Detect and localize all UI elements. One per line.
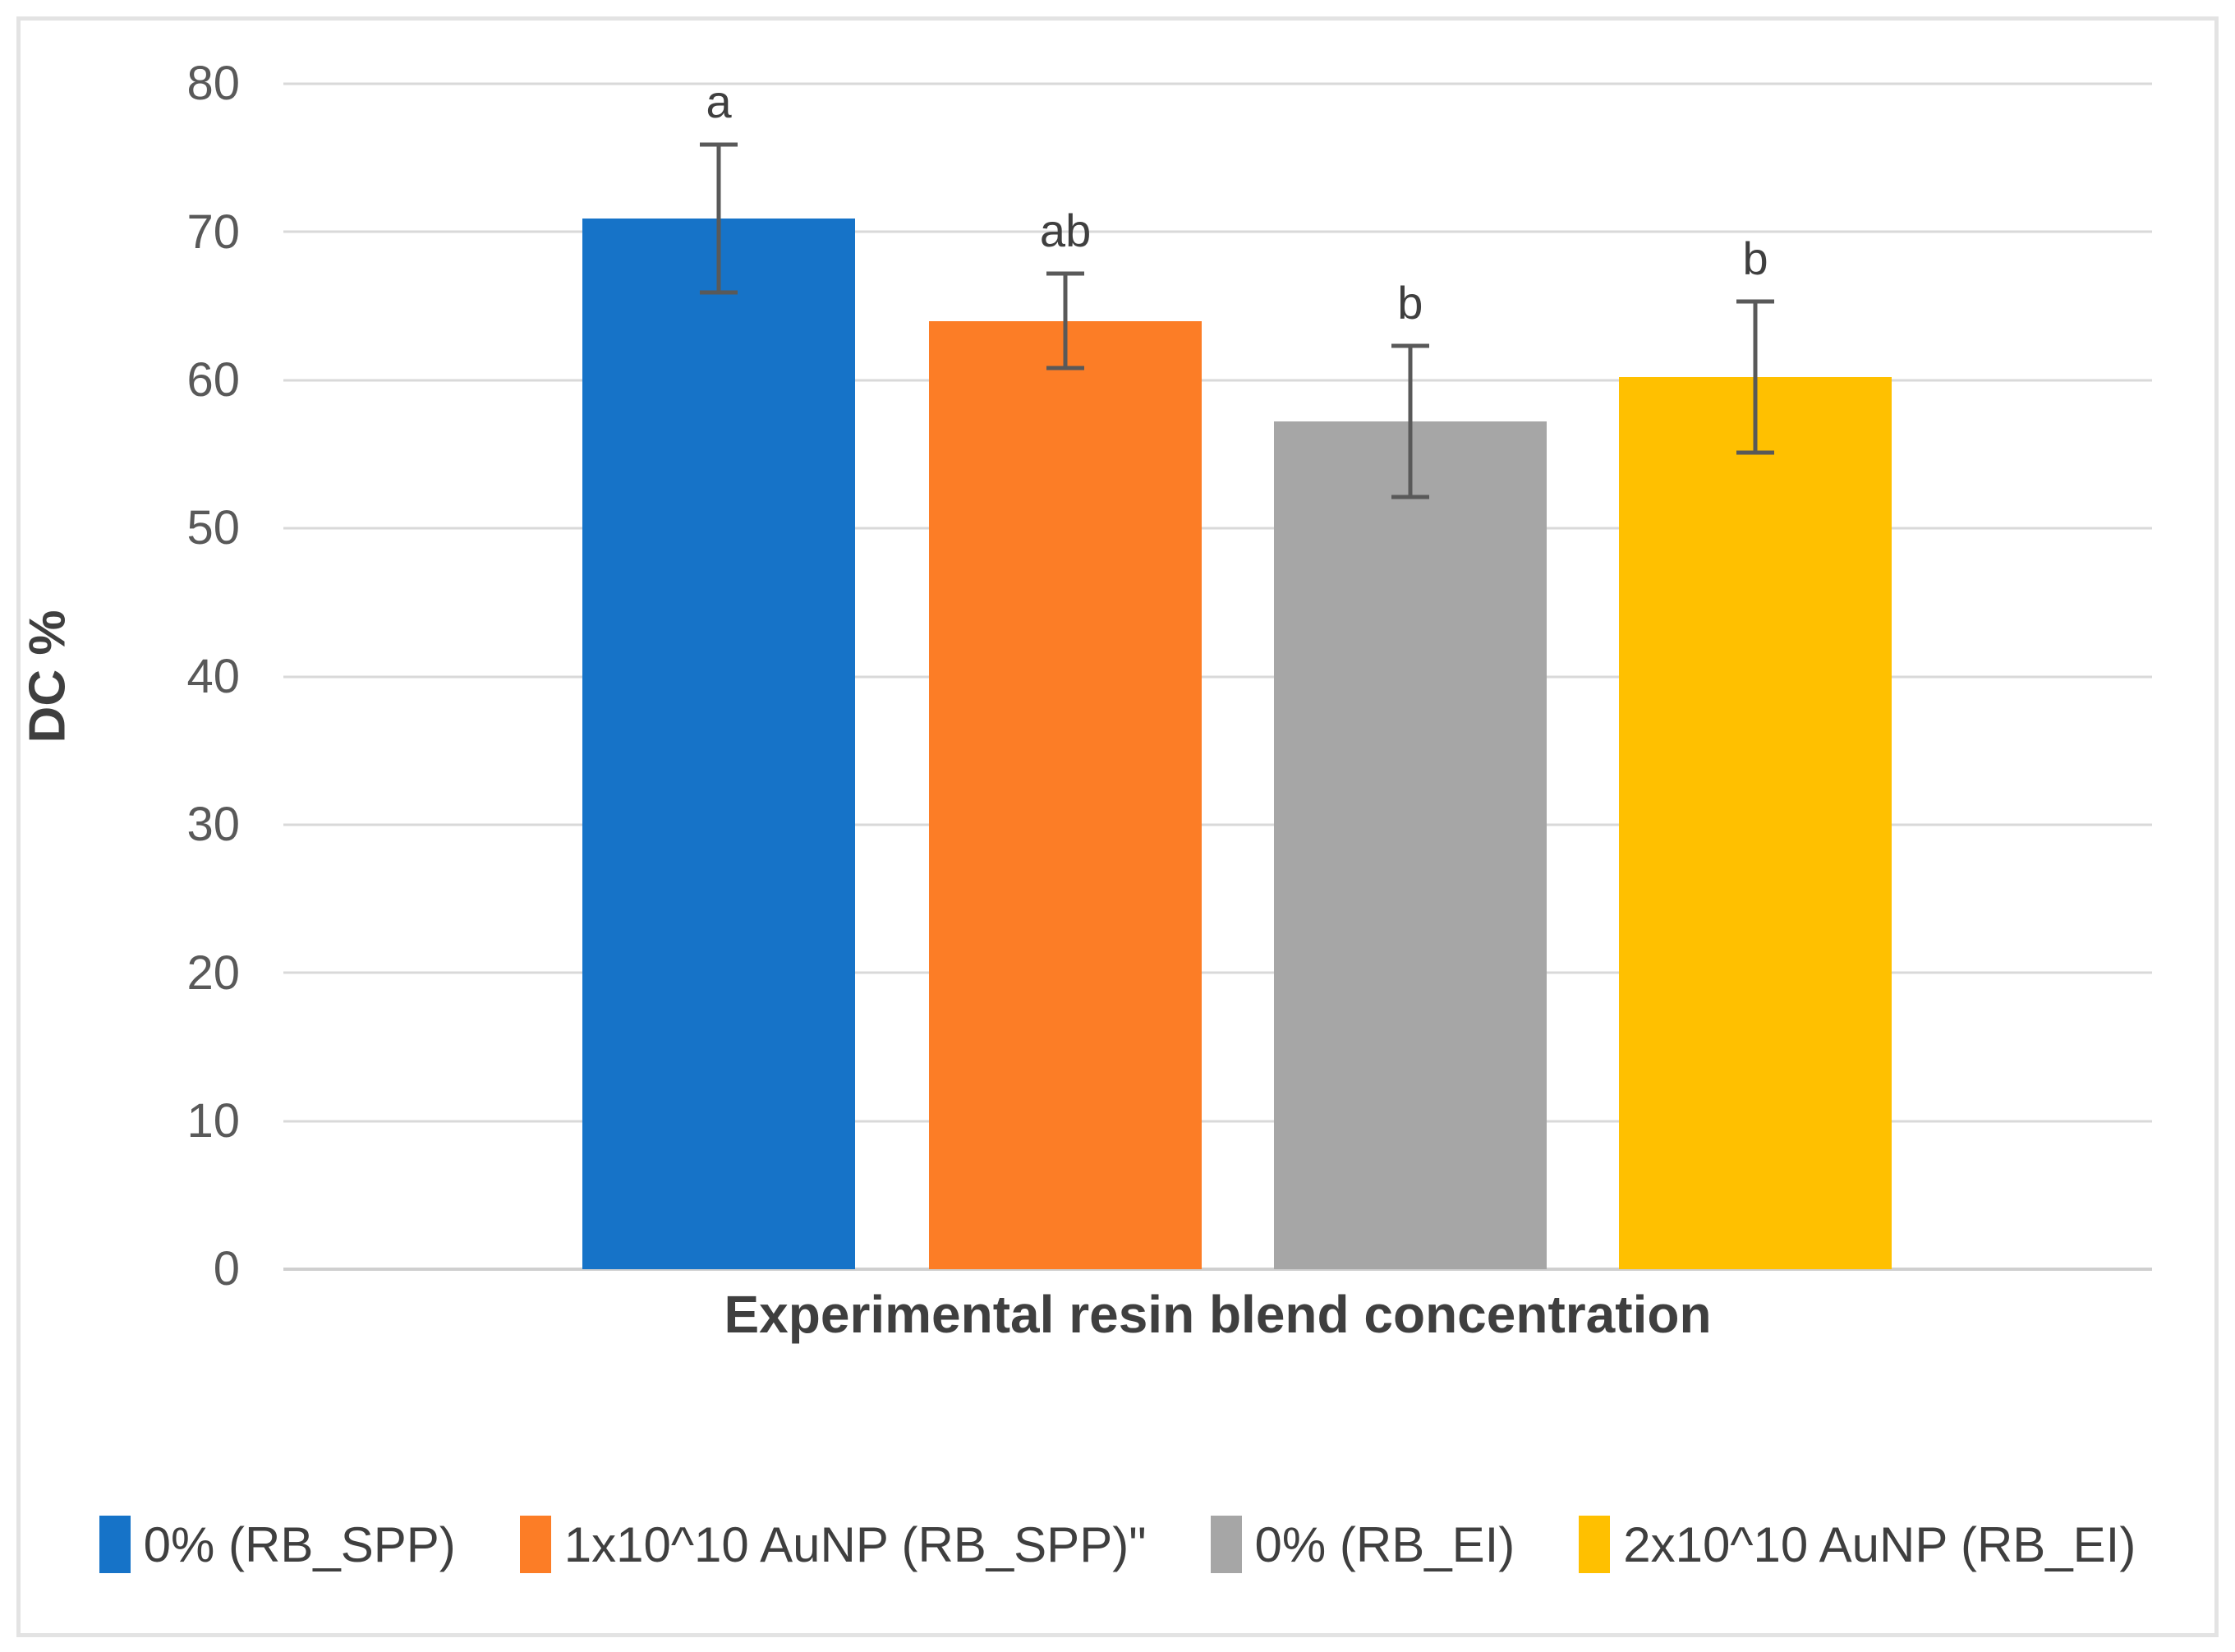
error-bar-cap-top	[1391, 343, 1429, 348]
y-tick-label: 20	[186, 946, 240, 1000]
bar-3[interactable]	[1273, 421, 1547, 1269]
bar-1[interactable]	[582, 219, 856, 1269]
gridline	[283, 379, 2152, 382]
y-tick-label: 50	[186, 501, 240, 555]
significance-letter: b	[1397, 277, 1423, 329]
legend-label: 1x10^10 AuNP (RB_SPP)"	[563, 1516, 1147, 1572]
significance-letter: b	[1742, 232, 1768, 285]
gridline	[283, 82, 2152, 85]
error-bar-cap-top	[1736, 299, 1775, 304]
gridline	[283, 230, 2152, 233]
gridline	[283, 527, 2152, 530]
error-bar-line	[716, 144, 721, 293]
legend-label: 0% (RB_SPP)	[143, 1516, 456, 1572]
gridline	[283, 971, 2152, 974]
x-axis-line	[283, 1268, 2152, 1271]
y-tick-label: 40	[186, 649, 240, 703]
legend-item-3[interactable]: 0% (RB_EI)	[1210, 1516, 1515, 1573]
y-tick-label: 80	[186, 57, 240, 111]
y-tick-label: 30	[186, 798, 240, 851]
y-tick-label: 70	[186, 205, 240, 259]
error-bar-cap-bottom	[1736, 450, 1775, 455]
plot-area: a ab b b	[283, 78, 2152, 1271]
error-bar-cap-top	[700, 142, 738, 147]
gridline	[283, 823, 2152, 826]
error-bar-cap-top	[1046, 271, 1085, 276]
gridline	[283, 1120, 2152, 1123]
error-bar-line	[1063, 273, 1068, 369]
significance-letter: a	[706, 75, 732, 127]
y-axis-tick-labels: 0 10 20 30 40 50 60 70 80	[0, 60, 240, 1293]
legend-marker-icon	[519, 1516, 551, 1573]
legend-item-1[interactable]: 0% (RB_SPP)	[99, 1516, 456, 1573]
x-axis-title: Experimental resin blend concentration	[724, 1285, 1712, 1344]
legend-label: 0% (RB_EI)	[1254, 1516, 1515, 1572]
legend-item-4[interactable]: 2x10^10 AuNP (RB_EI)	[1579, 1516, 2136, 1573]
legend-marker-icon	[99, 1516, 131, 1573]
bar-4[interactable]	[1619, 377, 1892, 1269]
error-bar-cap-bottom	[700, 290, 738, 295]
significance-letter: ab	[1039, 204, 1092, 256]
legend-marker-icon	[1210, 1516, 1242, 1573]
y-tick-label: 0	[213, 1242, 240, 1296]
error-bar-cap-bottom	[1046, 366, 1085, 370]
gridline	[283, 675, 2152, 678]
y-tick-label: 10	[186, 1093, 240, 1148]
error-bar-line	[1753, 301, 1758, 453]
error-bar-cap-bottom	[1391, 495, 1429, 499]
legend-marker-icon	[1579, 1516, 1611, 1573]
legend-label: 2x10^10 AuNP (RB_EI)	[1623, 1516, 2136, 1572]
legend-item-2[interactable]: 1x10^10 AuNP (RB_SPP)"	[519, 1516, 1147, 1573]
bar-2[interactable]	[929, 320, 1203, 1269]
legend: 0% (RB_SPP) 1x10^10 AuNP (RB_SPP)" 0% (RB_…	[0, 1516, 2235, 1573]
y-tick-label: 60	[186, 352, 240, 407]
error-bar-line	[1408, 346, 1413, 498]
